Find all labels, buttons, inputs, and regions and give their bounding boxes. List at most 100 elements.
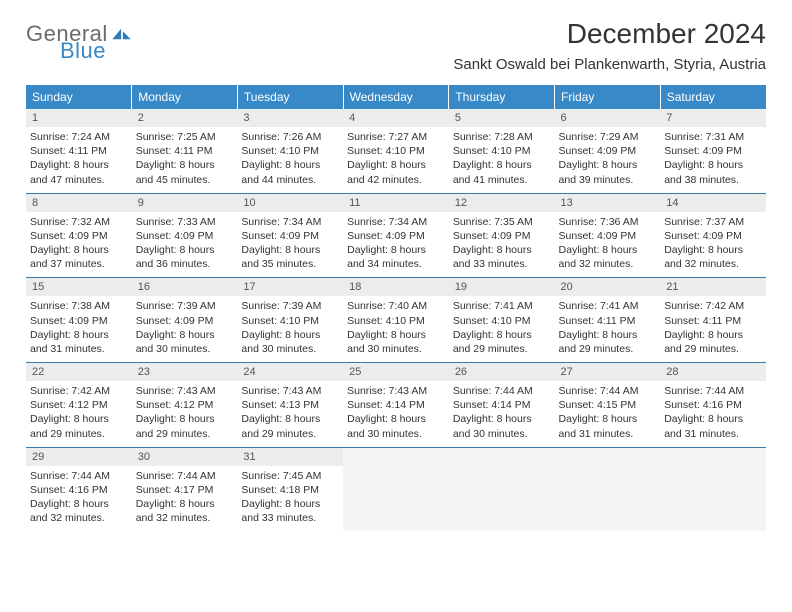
daylight-line-1: Daylight: 8 hours	[136, 328, 234, 342]
daylight-line-1: Daylight: 8 hours	[559, 412, 657, 426]
sunset-line: Sunset: 4:09 PM	[30, 229, 128, 243]
sunset-line: Sunset: 4:10 PM	[453, 314, 551, 328]
sunset-line: Sunset: 4:09 PM	[347, 229, 445, 243]
daylight-line-2: and 31 minutes.	[664, 427, 762, 441]
sunset-line: Sunset: 4:11 PM	[136, 144, 234, 158]
calendar-cell: 24Sunrise: 7:43 AMSunset: 4:13 PMDayligh…	[237, 363, 343, 448]
sunrise-line: Sunrise: 7:44 AM	[664, 384, 762, 398]
daylight-line-1: Daylight: 8 hours	[664, 328, 762, 342]
calendar-cell: 5Sunrise: 7:28 AMSunset: 4:10 PMDaylight…	[449, 109, 555, 193]
day-number: 1	[26, 109, 132, 127]
calendar-cell: 4Sunrise: 7:27 AMSunset: 4:10 PMDaylight…	[343, 109, 449, 193]
daylight-line-2: and 37 minutes.	[30, 257, 128, 271]
calendar-cell	[660, 447, 766, 531]
daylight-line-2: and 31 minutes.	[30, 342, 128, 356]
sunset-line: Sunset: 4:09 PM	[136, 229, 234, 243]
sunrise-line: Sunrise: 7:34 AM	[241, 215, 339, 229]
daylight-line-1: Daylight: 8 hours	[241, 497, 339, 511]
calendar-cell: 30Sunrise: 7:44 AMSunset: 4:17 PMDayligh…	[132, 447, 238, 531]
sunrise-line: Sunrise: 7:44 AM	[136, 469, 234, 483]
daylight-line-2: and 42 minutes.	[347, 173, 445, 187]
day-number: 12	[449, 194, 555, 212]
calendar-cell: 3Sunrise: 7:26 AMSunset: 4:10 PMDaylight…	[237, 109, 343, 193]
daylight-line-1: Daylight: 8 hours	[347, 158, 445, 172]
sunrise-line: Sunrise: 7:29 AM	[559, 130, 657, 144]
day-number: 23	[132, 363, 238, 381]
day-number: 29	[26, 448, 132, 466]
calendar-cell: 11Sunrise: 7:34 AMSunset: 4:09 PMDayligh…	[343, 193, 449, 278]
daylight-line-2: and 30 minutes.	[136, 342, 234, 356]
calendar-cell: 14Sunrise: 7:37 AMSunset: 4:09 PMDayligh…	[660, 193, 766, 278]
sunset-line: Sunset: 4:15 PM	[559, 398, 657, 412]
day-number: 30	[132, 448, 238, 466]
calendar-cell	[343, 447, 449, 531]
sunset-line: Sunset: 4:13 PM	[241, 398, 339, 412]
daylight-line-1: Daylight: 8 hours	[347, 412, 445, 426]
daylight-line-2: and 29 minutes.	[241, 427, 339, 441]
daylight-line-1: Daylight: 8 hours	[347, 243, 445, 257]
sunrise-line: Sunrise: 7:45 AM	[241, 469, 339, 483]
calendar-cell: 16Sunrise: 7:39 AMSunset: 4:09 PMDayligh…	[132, 278, 238, 363]
sunrise-line: Sunrise: 7:38 AM	[30, 299, 128, 313]
day-number: 18	[343, 278, 449, 296]
daylight-line-1: Daylight: 8 hours	[664, 243, 762, 257]
calendar-cell: 17Sunrise: 7:39 AMSunset: 4:10 PMDayligh…	[237, 278, 343, 363]
daylight-line-1: Daylight: 8 hours	[241, 412, 339, 426]
daylight-line-1: Daylight: 8 hours	[30, 412, 128, 426]
sunset-line: Sunset: 4:10 PM	[347, 314, 445, 328]
day-header: Tuesday	[237, 85, 343, 109]
day-number: 3	[237, 109, 343, 127]
daylight-line-2: and 39 minutes.	[559, 173, 657, 187]
logo-sail-icon	[111, 27, 133, 41]
day-header: Friday	[555, 85, 661, 109]
sunset-line: Sunset: 4:10 PM	[241, 144, 339, 158]
sunset-line: Sunset: 4:09 PM	[453, 229, 551, 243]
calendar-cell: 29Sunrise: 7:44 AMSunset: 4:16 PMDayligh…	[26, 447, 132, 531]
daylight-line-2: and 35 minutes.	[241, 257, 339, 271]
sunrise-line: Sunrise: 7:25 AM	[136, 130, 234, 144]
daylight-line-2: and 32 minutes.	[664, 257, 762, 271]
daylight-line-2: and 38 minutes.	[664, 173, 762, 187]
day-number: 4	[343, 109, 449, 127]
day-number: 15	[26, 278, 132, 296]
day-number: 6	[555, 109, 661, 127]
sunrise-line: Sunrise: 7:31 AM	[664, 130, 762, 144]
sunset-line: Sunset: 4:09 PM	[559, 144, 657, 158]
sunrise-line: Sunrise: 7:37 AM	[664, 215, 762, 229]
daylight-line-2: and 32 minutes.	[30, 511, 128, 525]
daylight-line-2: and 29 minutes.	[30, 427, 128, 441]
daylight-line-1: Daylight: 8 hours	[136, 158, 234, 172]
sunrise-line: Sunrise: 7:40 AM	[347, 299, 445, 313]
day-header: Saturday	[660, 85, 766, 109]
calendar-cell: 28Sunrise: 7:44 AMSunset: 4:16 PMDayligh…	[660, 363, 766, 448]
day-number: 2	[132, 109, 238, 127]
calendar-cell: 8Sunrise: 7:32 AMSunset: 4:09 PMDaylight…	[26, 193, 132, 278]
calendar-cell: 26Sunrise: 7:44 AMSunset: 4:14 PMDayligh…	[449, 363, 555, 448]
sunset-line: Sunset: 4:18 PM	[241, 483, 339, 497]
calendar-cell: 19Sunrise: 7:41 AMSunset: 4:10 PMDayligh…	[449, 278, 555, 363]
daylight-line-1: Daylight: 8 hours	[347, 328, 445, 342]
calendar-cell: 23Sunrise: 7:43 AMSunset: 4:12 PMDayligh…	[132, 363, 238, 448]
daylight-line-2: and 29 minutes.	[664, 342, 762, 356]
calendar-cell: 9Sunrise: 7:33 AMSunset: 4:09 PMDaylight…	[132, 193, 238, 278]
calendar-cell: 6 Sunrise: 7:29 AMSunset: 4:09 PMDaylight…	[555, 109, 661, 193]
calendar-cell: 22Sunrise: 7:42 AMSunset: 4:12 PMDayligh…	[26, 363, 132, 448]
daylight-line-2: and 33 minutes.	[241, 511, 339, 525]
day-number: 10	[237, 194, 343, 212]
calendar-cell	[449, 447, 555, 531]
sunrise-line: Sunrise: 7:42 AM	[30, 384, 128, 398]
daylight-line-2: and 41 minutes.	[453, 173, 551, 187]
day-number: 31	[237, 448, 343, 466]
daylight-line-2: and 30 minutes.	[453, 427, 551, 441]
day-number: 14	[660, 194, 766, 212]
day-header: Wednesday	[343, 85, 449, 109]
day-number: 21	[660, 278, 766, 296]
sunrise-line: Sunrise: 7:28 AM	[453, 130, 551, 144]
daylight-line-2: and 30 minutes.	[347, 342, 445, 356]
daylight-line-1: Daylight: 8 hours	[453, 243, 551, 257]
daylight-line-2: and 32 minutes.	[559, 257, 657, 271]
daylight-line-1: Daylight: 8 hours	[453, 158, 551, 172]
sunrise-line: Sunrise: 7:39 AM	[136, 299, 234, 313]
daylight-line-1: Daylight: 8 hours	[559, 158, 657, 172]
day-number: 28	[660, 363, 766, 381]
